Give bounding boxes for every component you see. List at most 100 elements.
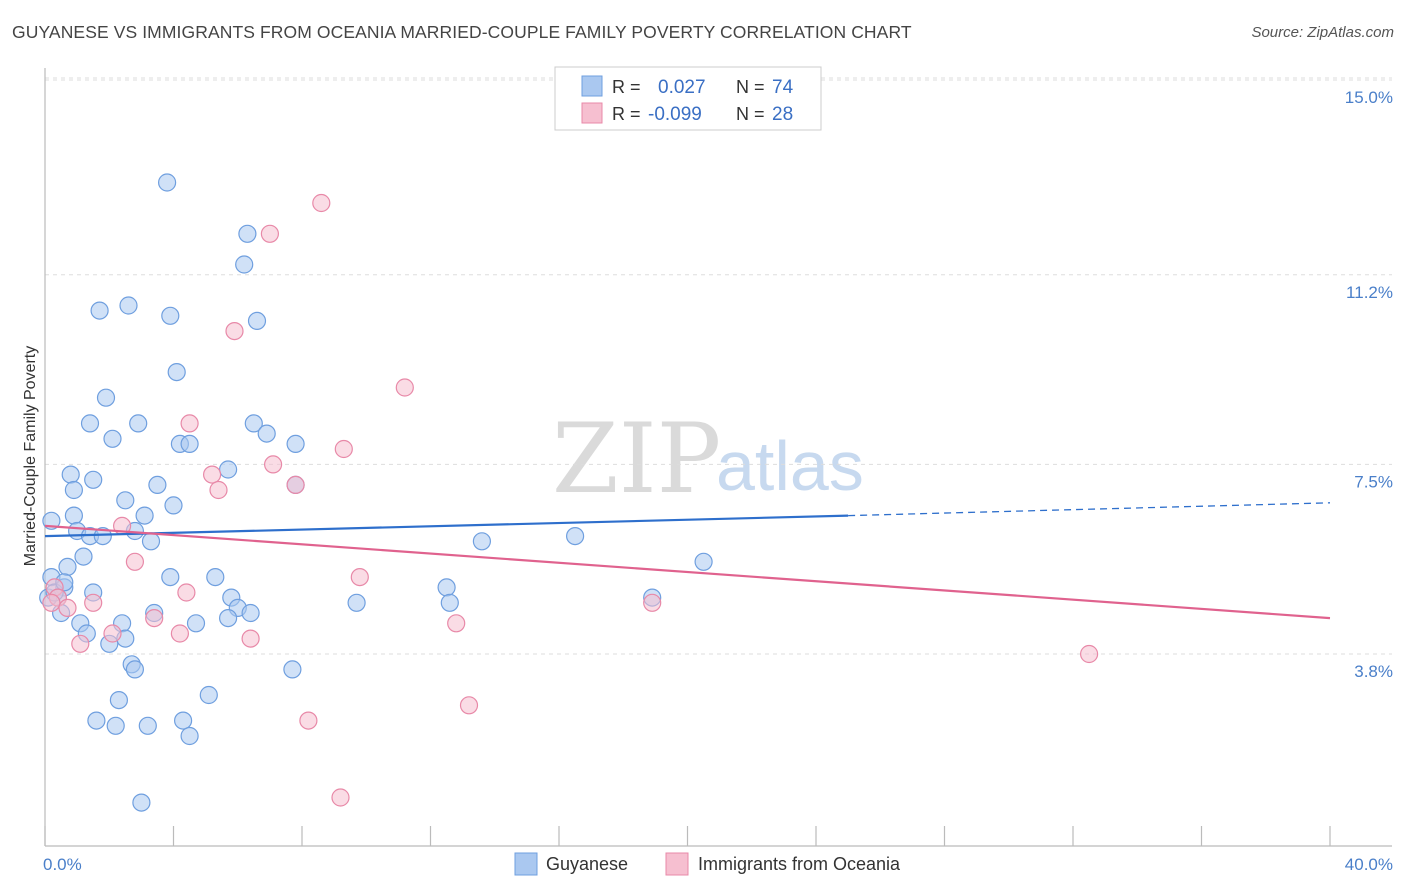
oceania-point [241,629,260,648]
stats-r-value-oceania: -0.099 [648,104,702,125]
guyanese-point [161,567,180,587]
trend-lines [44,502,1331,620]
guyanese-point [61,465,80,484]
oceania-point [170,624,189,643]
guyanese-point [58,557,77,577]
guyanese-point [74,547,93,566]
guyanese-point [565,526,585,546]
y-tick-label-0: 3.8% [1354,662,1393,681]
axes [44,68,1392,847]
oceania-point [42,593,61,612]
guyanese-point [132,793,151,812]
stats-n-label-oceania: N = [736,104,765,124]
guyanese-point [164,496,183,515]
stats-n-value-oceania: 28 [772,104,793,125]
oceania-point [459,696,479,715]
guyanese-point [244,414,263,433]
oceania-point [312,193,331,213]
guyanese-point [125,660,144,679]
legend-swatch-oceania [665,852,689,876]
guyanese-point [238,224,257,243]
oceania-point [264,455,283,474]
guyanese-point [180,434,199,453]
stats-n-value-guyanese: 74 [772,77,794,98]
guyanese-point [80,414,100,433]
oceania-point [71,634,90,653]
guyanese-point [219,608,238,628]
guyanese-point [235,255,254,274]
oceania-point [225,322,244,341]
stats-box: R = 0.027 N = 74 R = -0.099 N = 28 [554,66,822,131]
y-tick-label-1: 7.5% [1354,472,1393,491]
guyanese-point [440,593,459,612]
guyanese-point [84,470,103,489]
guyanese-point [694,552,713,571]
watermark-zip: ZIP [552,403,721,515]
oceania-point [299,711,318,730]
guyanese-point [206,567,225,587]
oceania-point [103,624,122,643]
stats-r-label-oceania: R = [612,104,641,124]
y-tick-labels: 3.8% 7.5% 11.2% 15.0% [1345,88,1393,681]
guyanese-point [106,716,125,735]
watermark-atlas: atlas [716,427,864,505]
guyanese-point [219,460,238,479]
legend: Guyanese Immigrants from Oceania [514,852,901,876]
guyanese-point [129,414,148,433]
guyanese-point [103,429,122,448]
oceania-point [260,224,279,243]
guyanese-point [437,578,456,597]
guyanese-point [90,301,109,320]
oceania-point [177,583,196,602]
guyanese-point [472,532,491,551]
guyanese-point [161,306,180,325]
legend-label-guyanese: Guyanese [546,854,628,874]
guyanese-point [167,363,186,382]
guyanese-point [283,660,302,679]
oceania-point [395,378,414,397]
guyanese-point [241,603,260,623]
trend-line-1 [44,524,1331,620]
guyanese-point [148,475,167,494]
stats-r-value-guyanese: 0.027 [658,77,706,98]
trend-line-extension-0 [848,502,1331,517]
oceania-point [350,567,369,587]
y-axis-title: Married-Couple Family Poverty [22,346,39,567]
legend-label-oceania: Immigrants from Oceania [698,854,901,874]
guyanese-point [257,424,276,443]
guyanese-point [286,434,305,453]
guyanese-point [87,711,106,730]
trend-line-0 [44,514,849,538]
stats-swatch-oceania [581,102,603,124]
guyanese-point [247,311,267,330]
series-points-1 [42,193,1099,807]
guyanese-point [135,506,154,525]
stats-swatch-guyanese [581,75,603,97]
guyanese-point [93,526,112,546]
stats-r-label-guyanese: R = [612,77,641,97]
y-tick-label-2: 11.2% [1346,283,1393,302]
guyanese-point [116,491,135,510]
chart-title: GUYANESE VS IMMIGRANTS FROM OCEANIA MARR… [12,22,912,42]
guyanese-point [180,726,199,746]
stats-n-label-guyanese: N = [736,77,765,97]
oceania-point [209,480,228,500]
data-points [39,173,1099,812]
guyanese-point [64,480,84,500]
guyanese-point [64,506,84,525]
guyanese-point [347,593,366,612]
guyanese-point [199,685,218,705]
guyanese-point [109,690,129,710]
guyanese-point [138,716,157,735]
x-tick-label-1: 40.0% [1345,855,1393,874]
oceania-point [331,788,350,807]
guyanese-point [158,173,177,192]
oceania-point [203,465,222,484]
oceania-point [447,614,466,633]
x-tick-label-0: 0.0% [43,855,82,874]
oceania-point [125,552,144,571]
oceania-point [334,439,353,459]
guyanese-point [141,532,161,551]
guyanese-point [96,388,116,407]
